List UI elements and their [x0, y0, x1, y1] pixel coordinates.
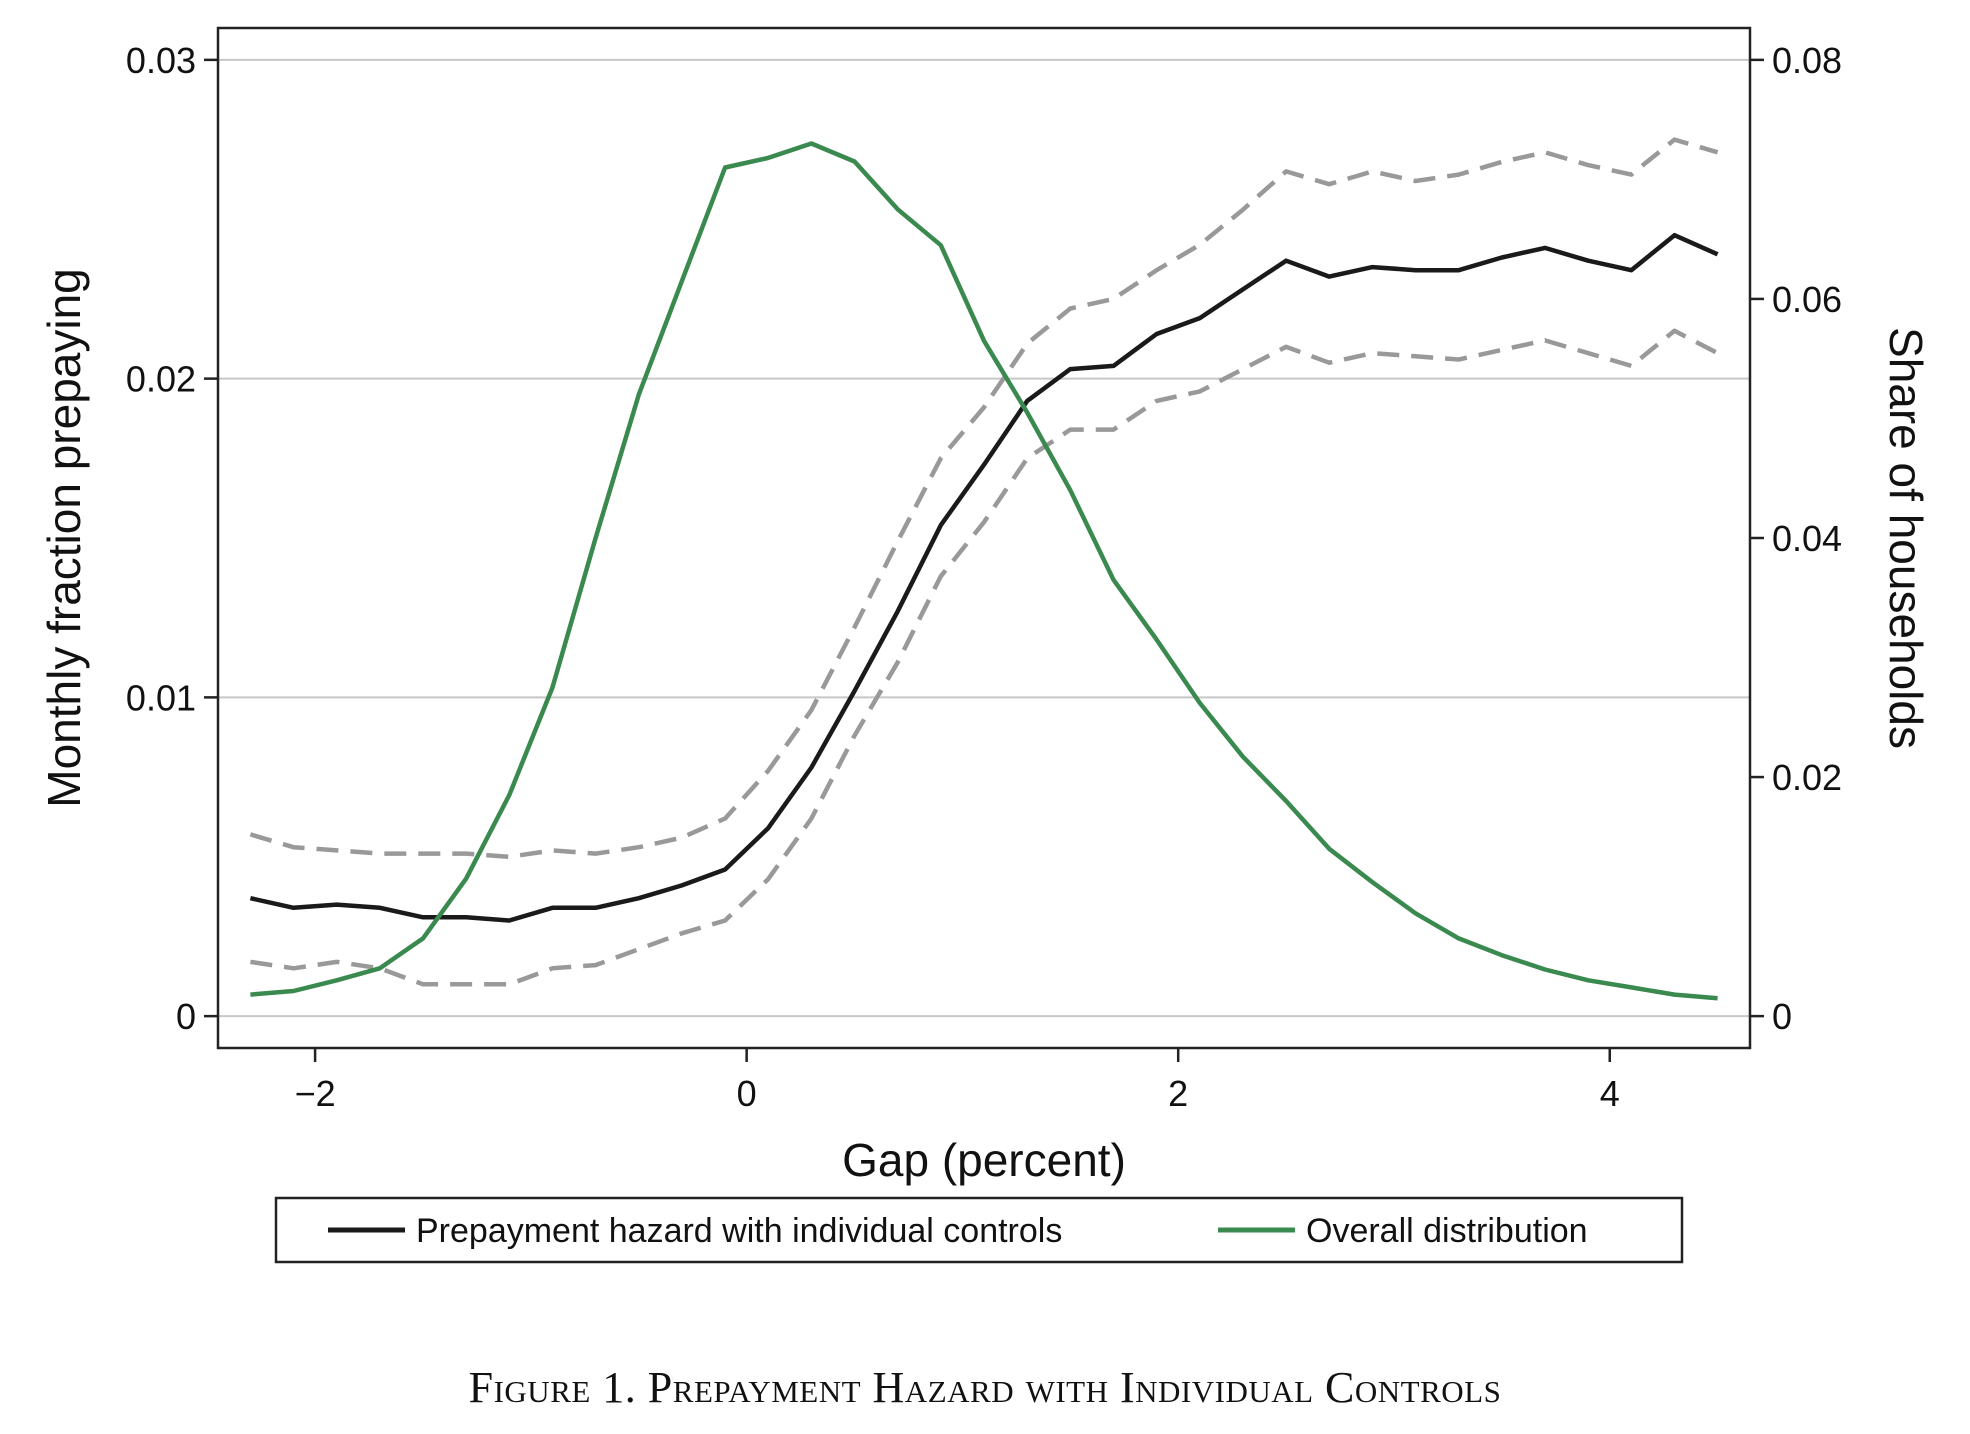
y-right-tick-label-2: 0.04 [1772, 518, 1842, 559]
grid-lines [218, 58, 1750, 1018]
y-left-tick-label-3: 0.03 [126, 40, 196, 81]
y-right-tick-label-4: 0.08 [1772, 40, 1842, 81]
series-line-3 [250, 141, 1718, 1001]
x-tick-label-0: −2 [295, 1073, 336, 1114]
y-right-tick-label-3: 0.06 [1772, 279, 1842, 320]
plot-frame [216, 26, 1752, 1050]
series-line-0 [249, 232, 1719, 923]
legend: Prepayment hazard with individual contro… [274, 1196, 1684, 1264]
y-left-tick-label-2: 0.02 [126, 359, 196, 400]
series-line-1 [249, 137, 1719, 860]
y-right-tick-label-0: 0 [1772, 996, 1792, 1037]
y-right-tick-label-1: 0.02 [1772, 757, 1842, 798]
legend-label-distribution: Overall distribution [1306, 1212, 1588, 1250]
y-axis-right-title: Share of households [1880, 327, 1932, 749]
y-axis-left-title: Monthly fraction prepaying [38, 268, 90, 808]
x-axis-title: Gap (percent) [842, 1134, 1126, 1186]
figure-caption: Figure 1. Prepayment Hazard with Individ… [468, 1363, 1502, 1412]
x-tick-label-1: 0 [737, 1073, 757, 1114]
x-tick-label-3: 4 [1600, 1073, 1620, 1114]
legend-label-hazard: Prepayment hazard with individual contro… [416, 1212, 1062, 1250]
y-left-tick-label-1: 0.01 [126, 677, 196, 718]
x-tick-label-2: 2 [1168, 1073, 1188, 1114]
y-left-tick-label-0: 0 [176, 996, 196, 1037]
axis-ticks: −2 0 2 4 0 0.01 0.02 0.03 0 0.02 0.04 0.06 0.08 [126, 40, 1842, 1114]
legend-box [274, 1196, 1684, 1264]
series-line-2 [250, 328, 1719, 987]
series-layer [249, 137, 1719, 1001]
